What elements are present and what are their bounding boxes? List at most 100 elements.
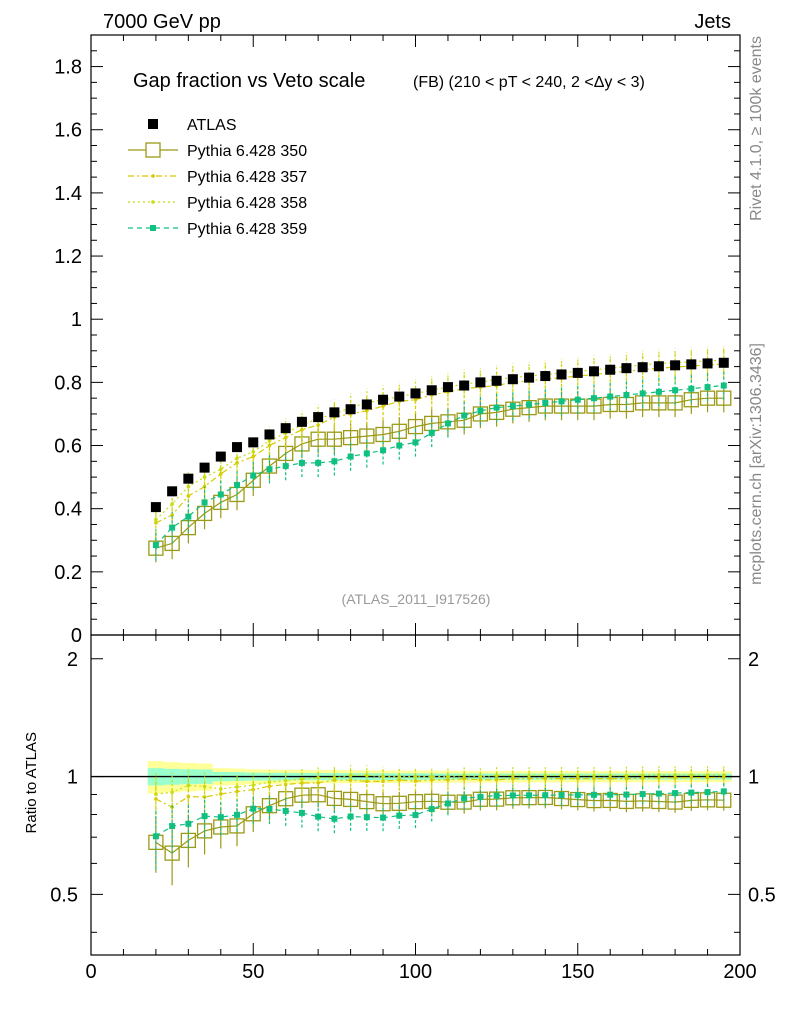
pythia-6-428-358-point — [381, 774, 385, 779]
chart-title: Gap fraction vs Veto scale — [133, 70, 365, 92]
atlas-point — [524, 372, 535, 383]
pythia-6-428-357-point — [186, 794, 191, 799]
atlas-point — [150, 502, 161, 513]
pythia-6-428-358-point — [332, 775, 337, 780]
y-tick-label: 0.6 — [54, 436, 82, 458]
pythia-6-428-359-point — [639, 390, 646, 397]
legend-marker-atlas — [148, 119, 158, 129]
legend-label-pythia-6-428-359: Pythia 6.428 359 — [187, 221, 307, 238]
atlas-point — [702, 358, 713, 369]
pythia-6-428-359-point — [509, 403, 516, 410]
x-tick-label: 200 — [723, 961, 756, 983]
pythia-6-428-359-point — [201, 813, 208, 820]
pythia-6-428-358-point — [154, 792, 158, 797]
atlas-point — [637, 362, 648, 373]
pythia-6-428-357-point — [511, 776, 515, 781]
pythia-6-428-359-point — [152, 833, 159, 840]
pythia-6-428-359-point — [250, 472, 257, 479]
pythia-6-428-359-point — [590, 395, 597, 402]
pythia-6-428-350-point — [716, 390, 732, 406]
atlas-point — [686, 359, 697, 370]
ratio-y-tick-label-right: 0.5 — [748, 884, 776, 906]
y-tick-label: 0.4 — [54, 499, 82, 521]
pythia-6-428-350-point — [505, 401, 521, 417]
pythia-6-428-357-point — [365, 408, 369, 413]
pythia-6-428-350-point — [521, 399, 537, 416]
pythia-6-428-359-point — [347, 813, 354, 820]
main-series — [148, 346, 732, 563]
y-tick-label: 1.4 — [54, 183, 82, 205]
pythia-6-428-359-point — [250, 805, 257, 812]
atlas-point — [296, 416, 307, 427]
y-tick-label: 1.8 — [54, 57, 82, 79]
pythia-6-428-359-point — [623, 392, 630, 398]
atlas-point — [199, 462, 210, 473]
pythia-6-428-359-point — [574, 396, 581, 403]
atlas-point — [394, 391, 405, 402]
pythia-6-428-359-point — [720, 382, 727, 389]
pythia-6-428-359-point — [607, 791, 614, 798]
pythia-6-428-358-point — [235, 456, 239, 460]
header-left: 7000 GeV pp — [103, 11, 221, 33]
legend-label-atlas: ATLAS — [187, 117, 237, 134]
pythia-6-428-358-point — [186, 783, 191, 788]
pythia-6-428-359-point — [444, 420, 451, 427]
pythia-6-428-359-point — [542, 792, 549, 799]
pythia-6-428-358-point — [657, 772, 661, 777]
pythia-6-428-359-point — [428, 806, 435, 813]
pythia-6-428-359-point — [655, 388, 662, 395]
pythia-6-428-357-point — [397, 778, 402, 782]
mcplots-label: mcplots.cern.ch [arXiv:1306.3436] — [748, 343, 765, 585]
pythia-6-428-357-point — [592, 776, 596, 781]
pythia-6-428-358-point — [170, 790, 174, 795]
atlas-point — [588, 366, 599, 377]
pythia-6-428-359-point — [396, 442, 403, 449]
atlas-point — [653, 361, 664, 372]
pythia-6-428-359-point — [574, 791, 581, 798]
legend-label-pythia-6-428-350: Pythia 6.428 350 — [187, 143, 307, 160]
pythia-6-428-359-point — [380, 814, 387, 821]
pythia-6-428-359-point — [607, 393, 614, 400]
rivet-version-label: Rivet 4.1.0, ≥ 100k events — [748, 36, 765, 221]
pythia-6-428-358-point — [267, 438, 272, 443]
pythia-6-428-359-point — [477, 793, 484, 800]
pythia-6-428-359-point — [444, 800, 451, 807]
pythia-6-428-357-point — [413, 397, 418, 402]
pythia-6-428-359-point — [201, 499, 208, 506]
pythia-6-428-359-point — [234, 482, 241, 488]
pythia-6-428-357-point — [219, 792, 223, 796]
pythia-6-428-350-line — [155, 794, 724, 854]
pythia-6-428-359-line — [155, 790, 724, 837]
pythia-6-428-359-point — [298, 459, 305, 466]
pythia-6-428-358-point — [283, 778, 288, 783]
pythia-6-428-359-point — [217, 491, 224, 498]
chart-subtitle: (FB) (210 < pT < 240, 2 <Δy < 3) — [413, 74, 645, 91]
atlas-point — [670, 360, 681, 371]
pythia-6-428-358-point — [705, 773, 710, 777]
pythia-6-428-359-point — [655, 790, 662, 797]
pythia-6-428-359-point — [282, 463, 289, 470]
x-tick-label: 150 — [561, 961, 594, 983]
pythia-6-428-359-point — [526, 401, 533, 408]
atlas-point — [491, 375, 502, 386]
pythia-6-428-357-point — [478, 777, 483, 782]
atlas-point — [345, 404, 356, 415]
ratio-ylabel: Ratio to ATLAS — [23, 732, 40, 833]
atlas-point — [556, 369, 567, 380]
pythia-6-428-350-point — [407, 794, 424, 810]
legend-marker-pythia-6-428-357 — [151, 174, 155, 178]
pythia-6-428-358-point — [673, 773, 677, 777]
pythia-6-428-358-point — [543, 773, 548, 778]
pythia-6-428-357-point — [462, 776, 466, 781]
pythia-6-428-350-point — [342, 791, 359, 808]
y-tick-label: 0.8 — [54, 372, 82, 394]
pythia-6-428-359-point — [266, 466, 273, 473]
pythia-6-428-359-point — [266, 805, 273, 812]
ratio-series — [148, 765, 732, 886]
pythia-6-428-358-point — [251, 783, 256, 787]
pythia-6-428-357-point — [575, 776, 580, 781]
pythia-6-428-358-point — [640, 773, 645, 777]
legend-marker-pythia-6-428-358 — [151, 200, 155, 204]
pythia-6-428-359-point — [412, 812, 419, 819]
pythia-6-428-357-point — [446, 778, 450, 782]
